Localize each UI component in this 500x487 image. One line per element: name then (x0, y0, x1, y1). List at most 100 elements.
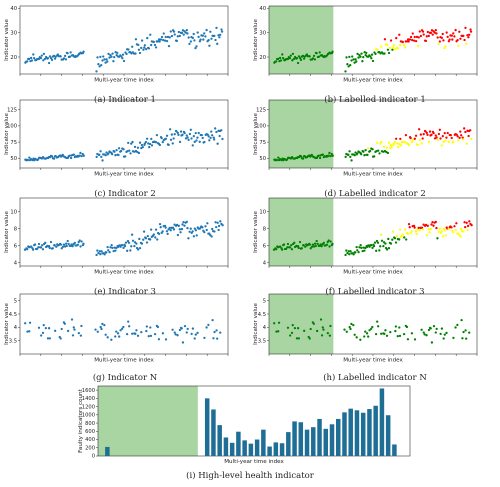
data-point-e (51, 247, 54, 250)
data-point-d (417, 128, 421, 131)
data-point-d (329, 154, 332, 158)
data-point-f (408, 226, 411, 229)
y-axis-label-i: Faulty indicators count (78, 388, 84, 452)
y-axis-label-f: Indicator value (253, 211, 259, 253)
data-point-e (138, 246, 142, 250)
data-point-c (124, 155, 127, 158)
data-point-f (465, 221, 468, 224)
data-point-d (371, 148, 374, 151)
data-point-c (197, 131, 200, 135)
data-point-f (316, 242, 319, 246)
data-point-f (308, 243, 312, 246)
data-point-h (413, 338, 417, 341)
data-point-b (459, 37, 462, 40)
data-point-g (131, 332, 134, 335)
bar-i (392, 444, 397, 456)
data-point-c (150, 137, 153, 140)
data-point-a (105, 58, 108, 61)
data-point-g (203, 336, 206, 340)
data-point-d (350, 159, 353, 162)
data-point-e (30, 245, 33, 248)
data-point-c (100, 155, 103, 159)
data-point-d (441, 135, 444, 138)
data-point-c (113, 150, 116, 153)
data-point-f (279, 245, 282, 248)
data-point-h (328, 334, 332, 337)
data-point-f (468, 220, 471, 223)
data-point-h (321, 326, 324, 329)
data-point-b (456, 38, 459, 42)
data-point-e (175, 223, 179, 227)
data-point-c (81, 152, 84, 156)
data-point-d (461, 136, 464, 139)
data-point-d (449, 133, 452, 137)
data-point-e (219, 220, 222, 223)
data-point-h (398, 326, 401, 329)
data-point-a (49, 56, 53, 60)
data-point-b (401, 40, 404, 44)
data-point-d (456, 135, 459, 138)
data-point-c (101, 159, 104, 162)
data-point-f (320, 245, 323, 248)
data-point-d (435, 136, 438, 139)
data-point-f (398, 238, 401, 241)
data-point-d (393, 140, 397, 144)
data-point-b (346, 63, 349, 66)
y-tick-label-g: 4 (14, 325, 18, 331)
data-point-g (80, 324, 83, 328)
data-point-f (352, 253, 355, 256)
data-point-g (103, 323, 106, 327)
data-point-g (28, 321, 32, 324)
data-point-f (373, 241, 377, 244)
data-point-g (70, 318, 74, 321)
data-point-c (221, 137, 224, 141)
data-point-c (178, 140, 182, 144)
data-point-d (413, 137, 417, 140)
data-point-e (217, 228, 220, 232)
data-point-h (443, 333, 446, 336)
data-point-b (317, 55, 321, 58)
data-point-a (216, 42, 219, 45)
data-point-f (290, 244, 293, 247)
x-axis-label-a: Multi-year time index (94, 78, 154, 84)
data-point-g (71, 334, 75, 337)
y-axis-label-a: Indicator value (4, 19, 10, 61)
data-point-e (211, 227, 214, 231)
panel-f: 4 6 8 10 Multi-year time index Indicator valu… (253, 197, 478, 276)
data-point-a (153, 43, 157, 47)
data-point-g (128, 325, 131, 328)
data-point-g (216, 337, 219, 340)
data-point-c (140, 143, 143, 147)
data-point-a (196, 31, 199, 34)
panel-i: 0 200 400 600 800 1000 1200 1400 1600 Multi-year … (78, 385, 411, 465)
data-point-c (104, 154, 107, 157)
data-point-d (382, 145, 386, 149)
data-point-e (214, 221, 217, 224)
data-point-c (196, 136, 199, 139)
data-point-a (197, 35, 200, 39)
data-point-e (114, 249, 117, 252)
data-point-b (344, 70, 347, 73)
data-point-a (168, 36, 171, 39)
data-point-e (96, 249, 99, 252)
data-point-e (213, 230, 216, 233)
data-point-b (408, 38, 412, 41)
data-point-c (214, 127, 217, 130)
data-point-f (391, 238, 394, 241)
data-point-f (453, 225, 456, 228)
data-point-g (134, 332, 137, 335)
y-axis-label-g: Indicator value (4, 303, 10, 345)
data-point-a (102, 55, 105, 58)
data-point-a (199, 38, 202, 41)
data-point-a (137, 43, 140, 47)
data-point-d (430, 133, 433, 136)
data-point-a (173, 33, 176, 36)
data-point-b (386, 48, 390, 51)
data-point-c (161, 140, 164, 144)
data-point-a (134, 52, 137, 55)
data-point-e (59, 243, 63, 246)
data-point-c (99, 150, 102, 153)
panel-e: 4 6 8 10 Multi-year time index Indicator valu… (4, 197, 229, 276)
data-point-b (370, 57, 373, 60)
